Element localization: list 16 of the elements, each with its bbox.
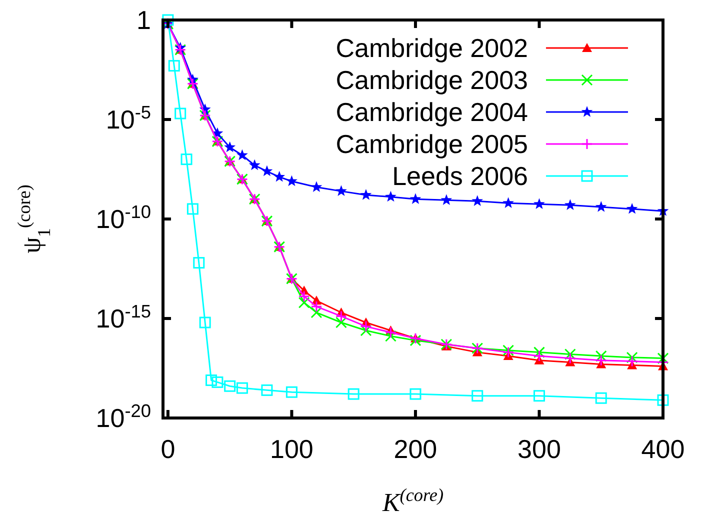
- legend-label: Cambridge 2005: [336, 129, 528, 159]
- y-tick-label: 10$^{-10}$: [96, 202, 151, 234]
- legend-label: Cambridge 2003: [336, 65, 528, 95]
- legend-label: Leeds 2006: [392, 161, 528, 191]
- x-tick-label: 400: [641, 434, 685, 464]
- x-tick-label: 200: [394, 434, 438, 464]
- x-tick-label: 100: [270, 434, 314, 464]
- x-axis-title: K$^{(core)}$: [381, 485, 444, 517]
- legend-label: Cambridge 2002: [336, 33, 528, 63]
- x-tick-label: 300: [518, 434, 561, 464]
- legend-label: Cambridge 2004: [336, 97, 528, 127]
- x-tick-label: 0: [160, 434, 176, 464]
- y-tick-label: 10$^{-5}$: [106, 102, 151, 134]
- y-tick-label: 1: [136, 5, 151, 35]
- y-tick-label: 10$^{-20}$: [96, 401, 151, 433]
- y-tick-label: 10$^{-15}$: [96, 302, 151, 334]
